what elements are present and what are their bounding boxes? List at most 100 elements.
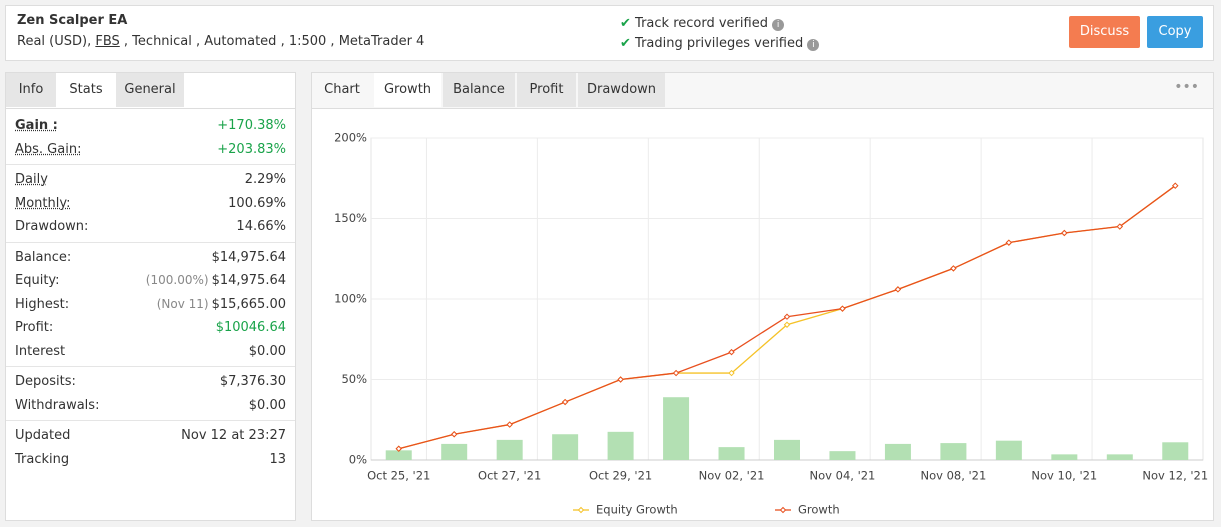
bar <box>718 447 745 460</box>
broker-link[interactable]: FBS <box>95 34 120 49</box>
stat-value: +203.83% <box>217 141 286 157</box>
stat-label: Abs. Gain: <box>15 141 82 157</box>
stat-label: Highest: <box>15 296 70 312</box>
tab[interactable]: Profit <box>517 73 576 107</box>
stat-value-wrap: 14.66% <box>236 215 286 239</box>
stats-group: Balance: $14,975.64 Equity: (100.00%) $14,97… <box>6 243 295 367</box>
point <box>950 265 957 272</box>
point <box>1005 239 1013 246</box>
stat-value: $15,665.00 <box>211 296 286 312</box>
stat-value: $10046.64 <box>215 320 286 335</box>
stats-row: Highest: (Nov 11) $15,665.00 <box>6 293 295 317</box>
tab[interactable]: Growth <box>374 73 441 107</box>
bar <box>829 451 856 460</box>
tab[interactable]: Balance <box>443 73 515 107</box>
legend-label[interactable]: Equity Growth <box>596 503 678 517</box>
verified-list: ✔ Track record verified i ✔ Trading priv… <box>620 14 820 54</box>
stat-value-wrap: (100.00%) $14,975.64 <box>146 269 286 293</box>
x-tick-label: Nov 10, '21 <box>1031 469 1097 483</box>
y-tick-label: 200% <box>334 131 367 145</box>
x-tick-label: Nov 04, '21 <box>810 469 876 483</box>
stat-value-wrap: $0.00 <box>249 340 286 364</box>
stat-note: (Nov 11) <box>156 296 209 311</box>
bar <box>441 443 468 460</box>
point <box>1172 182 1179 189</box>
stat-value: 13 <box>269 451 286 467</box>
stat-label: Profit: <box>15 320 54 335</box>
stats-row: Drawdown: 14.66% <box>6 215 295 239</box>
stat-value: $14,975.64 <box>211 249 286 265</box>
point <box>617 376 624 383</box>
stats-row: Gain : +170.38% <box>6 114 295 138</box>
y-tick-label: 150% <box>334 211 367 225</box>
tab[interactable]: Stats <box>58 73 114 107</box>
copy-button[interactable]: Copy <box>1147 16 1203 48</box>
point <box>728 369 735 377</box>
bar <box>995 440 1022 460</box>
stat-value: $7,376.30 <box>219 374 286 389</box>
stats-row: Withdrawals: $0.00 <box>6 394 295 418</box>
stat-value: $0.00 <box>248 343 286 359</box>
subtitle-start: Real (USD), <box>17 34 92 49</box>
tab[interactable]: General <box>116 73 184 107</box>
point <box>839 305 846 312</box>
title: Zen Scalper EA <box>17 13 128 28</box>
bar <box>607 431 634 460</box>
tab[interactable]: Drawdown <box>578 73 665 107</box>
more-menu[interactable]: ••• <box>1174 79 1199 95</box>
stats-row: Interest $0.00 <box>6 340 295 364</box>
stat-label: Monthly: <box>15 195 71 211</box>
stat-label: Interest <box>15 343 66 359</box>
discuss-button[interactable]: Discuss <box>1069 16 1140 48</box>
point <box>1116 223 1124 230</box>
x-tick-label: Oct 25, '21 <box>367 469 430 483</box>
stat-value-wrap: $7,376.30 <box>220 370 286 394</box>
stats-row: Deposits: $7,376.30 <box>6 370 295 394</box>
stat-value-wrap: 13 <box>269 448 286 472</box>
point <box>783 313 791 320</box>
stats-row: Daily 2.29% <box>6 168 295 192</box>
bar <box>1106 454 1133 460</box>
stat-value-wrap: Nov 12 at 23:27 <box>181 424 286 448</box>
bar <box>552 434 579 460</box>
tab-bar: Info Stats General <box>6 73 295 109</box>
subtitle: Real (USD), FBS , Technical , Automated … <box>17 34 424 49</box>
stats-row: Tracking 13 <box>6 448 295 472</box>
stat-value: Nov 12 at 23:27 <box>181 428 286 443</box>
stat-value: +170.38% <box>217 118 286 133</box>
point <box>894 286 902 293</box>
stat-value-wrap: $10046.64 <box>216 316 286 340</box>
stat-value-wrap: +170.38% <box>217 114 286 138</box>
bar <box>884 443 911 460</box>
bar <box>663 397 690 460</box>
stats-row: Balance: $14,975.64 <box>6 246 295 270</box>
stat-value-wrap: $0.00 <box>249 394 286 418</box>
tab[interactable]: Info <box>6 73 56 107</box>
point <box>450 431 458 438</box>
stats-row: Profit: $10046.64 <box>6 316 295 340</box>
point <box>561 398 569 406</box>
stat-value: 2.29% <box>244 172 286 187</box>
stat-label: Updated <box>15 428 71 443</box>
stat-value: $14,975.64 <box>211 273 286 288</box>
chart-panel: ••• Chart Growth Balance Profit Drawdown 0% 5… <box>311 72 1214 521</box>
stat-value-wrap: 2.29% <box>245 168 286 192</box>
bar <box>1162 442 1189 460</box>
tab: Chart <box>312 73 372 107</box>
stats-group: Updated Nov 12 at 23:27 Tracking 13 <box>6 421 295 474</box>
bar <box>385 450 412 460</box>
stat-note: (100.00%) <box>145 273 209 287</box>
point <box>783 321 791 328</box>
legend-label[interactable]: Growth <box>798 503 840 517</box>
y-tick-label: 50% <box>341 372 367 386</box>
bar <box>940 443 967 460</box>
legend-marker <box>779 506 787 514</box>
verified-item: ✔ Track record verified i <box>620 14 819 34</box>
stats-row: Updated Nov 12 at 23:27 <box>6 424 295 448</box>
chart: 0% 50% 100% 150% 200% Oct 25, '21 Oct 27, '21 O… <box>334 131 1208 517</box>
stat-label: Drawdown: <box>15 219 89 234</box>
stats-group: Gain : +170.38% Abs. Gain: +203.83% <box>6 111 295 165</box>
x-tick-label: Nov 08, '21 <box>920 469 986 483</box>
verified-item: ✔ Trading privileges verified i <box>620 34 820 54</box>
